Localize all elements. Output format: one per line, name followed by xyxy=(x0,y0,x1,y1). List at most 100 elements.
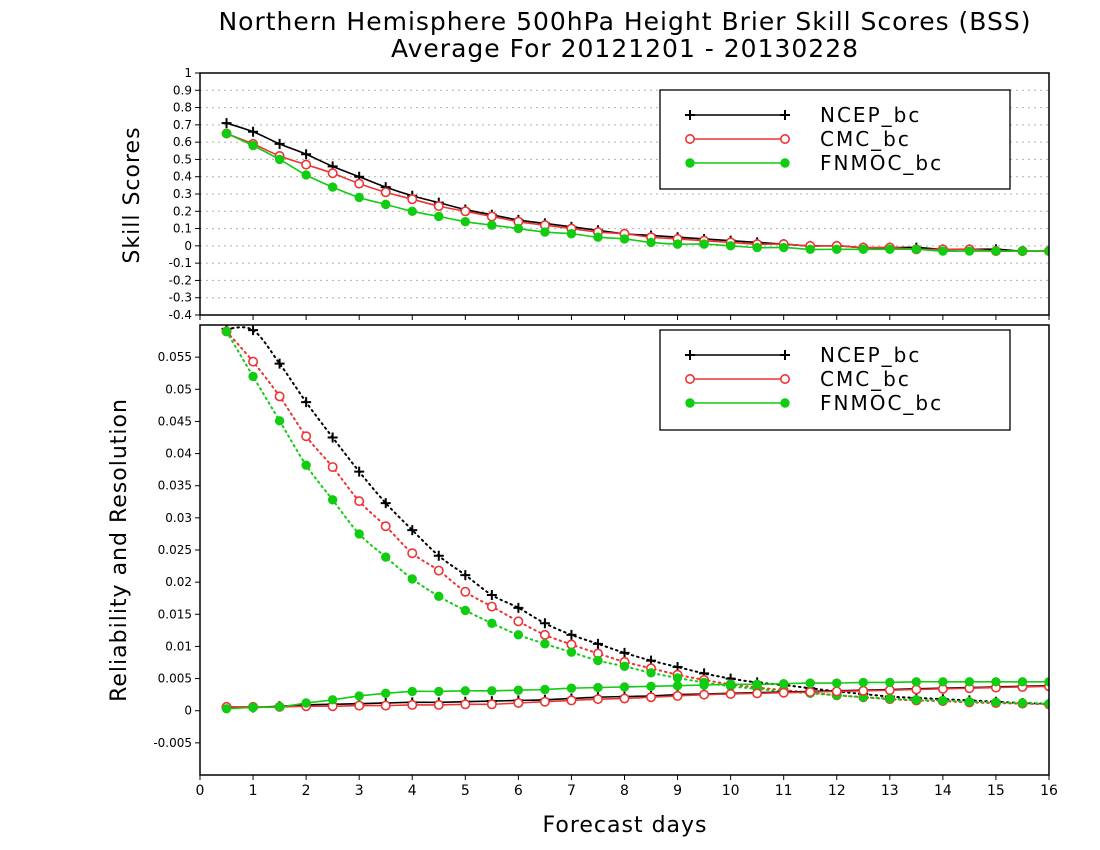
data-point-FNMOC_bc xyxy=(540,684,550,695)
data-point-FNMOC_bc xyxy=(938,246,948,256)
data-point-CMC_bc xyxy=(805,687,816,698)
data-point-FNMOC_bc xyxy=(593,232,603,242)
data-point-FNMOC_bc xyxy=(672,680,683,691)
data-point-CMC_bc xyxy=(858,685,869,696)
data-point-CMC_bc xyxy=(486,699,497,710)
data-point-FNMOC_bc xyxy=(778,242,789,253)
data-point-NCEP_bc xyxy=(248,325,259,336)
data-point-FNMOC_bc xyxy=(434,591,444,601)
data-point-NCEP_bc xyxy=(539,618,550,629)
data-point-FNMOC_bc xyxy=(672,239,683,249)
x-tick-label: 14 xyxy=(934,783,952,799)
data-point-FNMOC_bc xyxy=(593,655,603,666)
legend-marker-FNMOC_bc xyxy=(685,158,695,168)
x-tick-label: 8 xyxy=(620,783,629,799)
data-point-FNMOC_bc xyxy=(274,154,285,165)
data-point-CMC_bc xyxy=(486,601,497,612)
data-point-NCEP_bc xyxy=(327,432,338,443)
x-tick-label: 7 xyxy=(567,783,576,799)
data-point-CMC_bc xyxy=(619,693,630,704)
data-point-FNMOC_bc xyxy=(619,234,630,244)
x-axis-label: Forecast days xyxy=(542,813,707,838)
legend-marker-CMC_bc xyxy=(684,373,695,384)
x-tick-label: 16 xyxy=(1040,783,1058,799)
data-point-FNMOC_bc xyxy=(221,704,232,714)
data-point-FNMOC_bc xyxy=(566,647,577,657)
data-point-CMC_bc xyxy=(460,206,471,217)
data-point-FNMOC_bc xyxy=(248,702,258,713)
data-point-CMC_bc xyxy=(513,697,524,708)
legend-label-CMC_bc: CMC_bc xyxy=(820,367,911,391)
data-point-FNMOC_bc xyxy=(540,639,550,649)
y-tick-label: -0.005 xyxy=(153,736,192,750)
y-tick-label: 0.1 xyxy=(173,222,192,236)
data-point-FNMOC_bc xyxy=(540,227,550,237)
data-point-NCEP_bc xyxy=(301,397,312,408)
data-point-FNMOC_bc xyxy=(885,693,895,704)
data-point-NCEP_bc xyxy=(274,138,285,149)
data-point-CMC_bc xyxy=(433,565,444,576)
skill-score-panel: -0.4 -0.3 -0.2 -0.1 0 0.1 0.2 0.3 0.4 0.5 0.6 0.7 0.… xyxy=(169,66,1050,322)
data-point-CMC_bc xyxy=(831,686,842,697)
y-tick-label: 0 xyxy=(184,239,192,253)
data-point-FNMOC_bc xyxy=(646,237,656,248)
y-tick-label: 0.5 xyxy=(173,152,192,166)
data-point-FNMOC_bc xyxy=(1017,698,1028,708)
data-point-FNMOC_bc xyxy=(354,691,364,701)
data-point-CMC_bc xyxy=(460,586,471,597)
data-point-NCEP_bc xyxy=(407,525,418,536)
data-point-CMC_bc xyxy=(911,684,922,695)
data-point-NCEP_bc xyxy=(592,638,603,649)
data-point-FNMOC_bc xyxy=(778,679,789,689)
y-tick-label: -0.1 xyxy=(169,256,192,270)
data-point-FNMOC_bc xyxy=(911,244,922,255)
data-point-CMC_bc xyxy=(354,496,365,507)
y-tick-label: 0.2 xyxy=(173,204,192,218)
legend-label-NCEP_bc: NCEP_bc xyxy=(820,343,921,367)
data-point-CMC_bc xyxy=(433,201,444,212)
data-point-CMC_bc xyxy=(539,629,550,640)
legend-marker-FNMOC_bc xyxy=(685,398,695,408)
data-point-FNMOC_bc xyxy=(991,246,1001,256)
data-point-CMC_bc xyxy=(407,548,418,559)
data-point-FNMOC_bc xyxy=(1017,246,1028,256)
data-point-CMC_bc xyxy=(672,690,683,701)
y-tick-label: 0 xyxy=(184,704,192,718)
data-point-CMC_bc xyxy=(752,688,763,699)
data-point-NCEP_bc xyxy=(248,126,259,137)
data-point-FNMOC_bc xyxy=(938,695,948,706)
data-point-CMC_bc xyxy=(539,696,550,707)
data-point-CMC_bc xyxy=(274,391,285,402)
legend-marker-CMC_bc xyxy=(779,134,790,145)
plot-area xyxy=(221,325,1049,714)
data-point-NCEP_bc xyxy=(301,149,312,160)
data-point-FNMOC_bc xyxy=(858,244,868,255)
data-point-FNMOC_bc xyxy=(911,695,922,705)
data-point-FNMOC_bc xyxy=(460,605,471,616)
data-point-FNMOC_bc xyxy=(221,128,232,139)
data-point-NCEP_bc xyxy=(513,602,524,613)
data-point-CMC_bc xyxy=(327,168,338,179)
legend-marker-CMC_bc xyxy=(779,373,790,384)
data-point-FNMOC_bc xyxy=(248,140,258,151)
data-point-FNMOC_bc xyxy=(381,552,391,562)
legend-marker-FNMOC_bc xyxy=(780,158,790,168)
data-point-NCEP_bc xyxy=(619,647,630,658)
legend-label-FNMOC_bc: FNMOC_bc xyxy=(820,391,943,415)
data-point-FNMOC_bc xyxy=(991,677,1001,687)
series-line-CMC_bc xyxy=(225,330,1049,706)
data-point-CMC_bc xyxy=(407,699,418,710)
data-point-FNMOC_bc xyxy=(885,244,895,255)
data-point-FNMOC_bc xyxy=(407,686,417,697)
data-point-FNMOC_bc xyxy=(1044,677,1049,687)
data-point-FNMOC_bc xyxy=(327,495,338,505)
data-point-CMC_bc xyxy=(513,616,524,627)
y-tick-label: 0.045 xyxy=(158,414,192,428)
bottom-y-axis-label: Reliability and Resolution xyxy=(107,398,132,702)
data-point-CMC_bc xyxy=(380,521,391,532)
data-point-CMC_bc xyxy=(699,689,710,700)
data-point-FNMOC_bc xyxy=(593,682,603,693)
data-point-CMC_bc xyxy=(301,431,312,442)
